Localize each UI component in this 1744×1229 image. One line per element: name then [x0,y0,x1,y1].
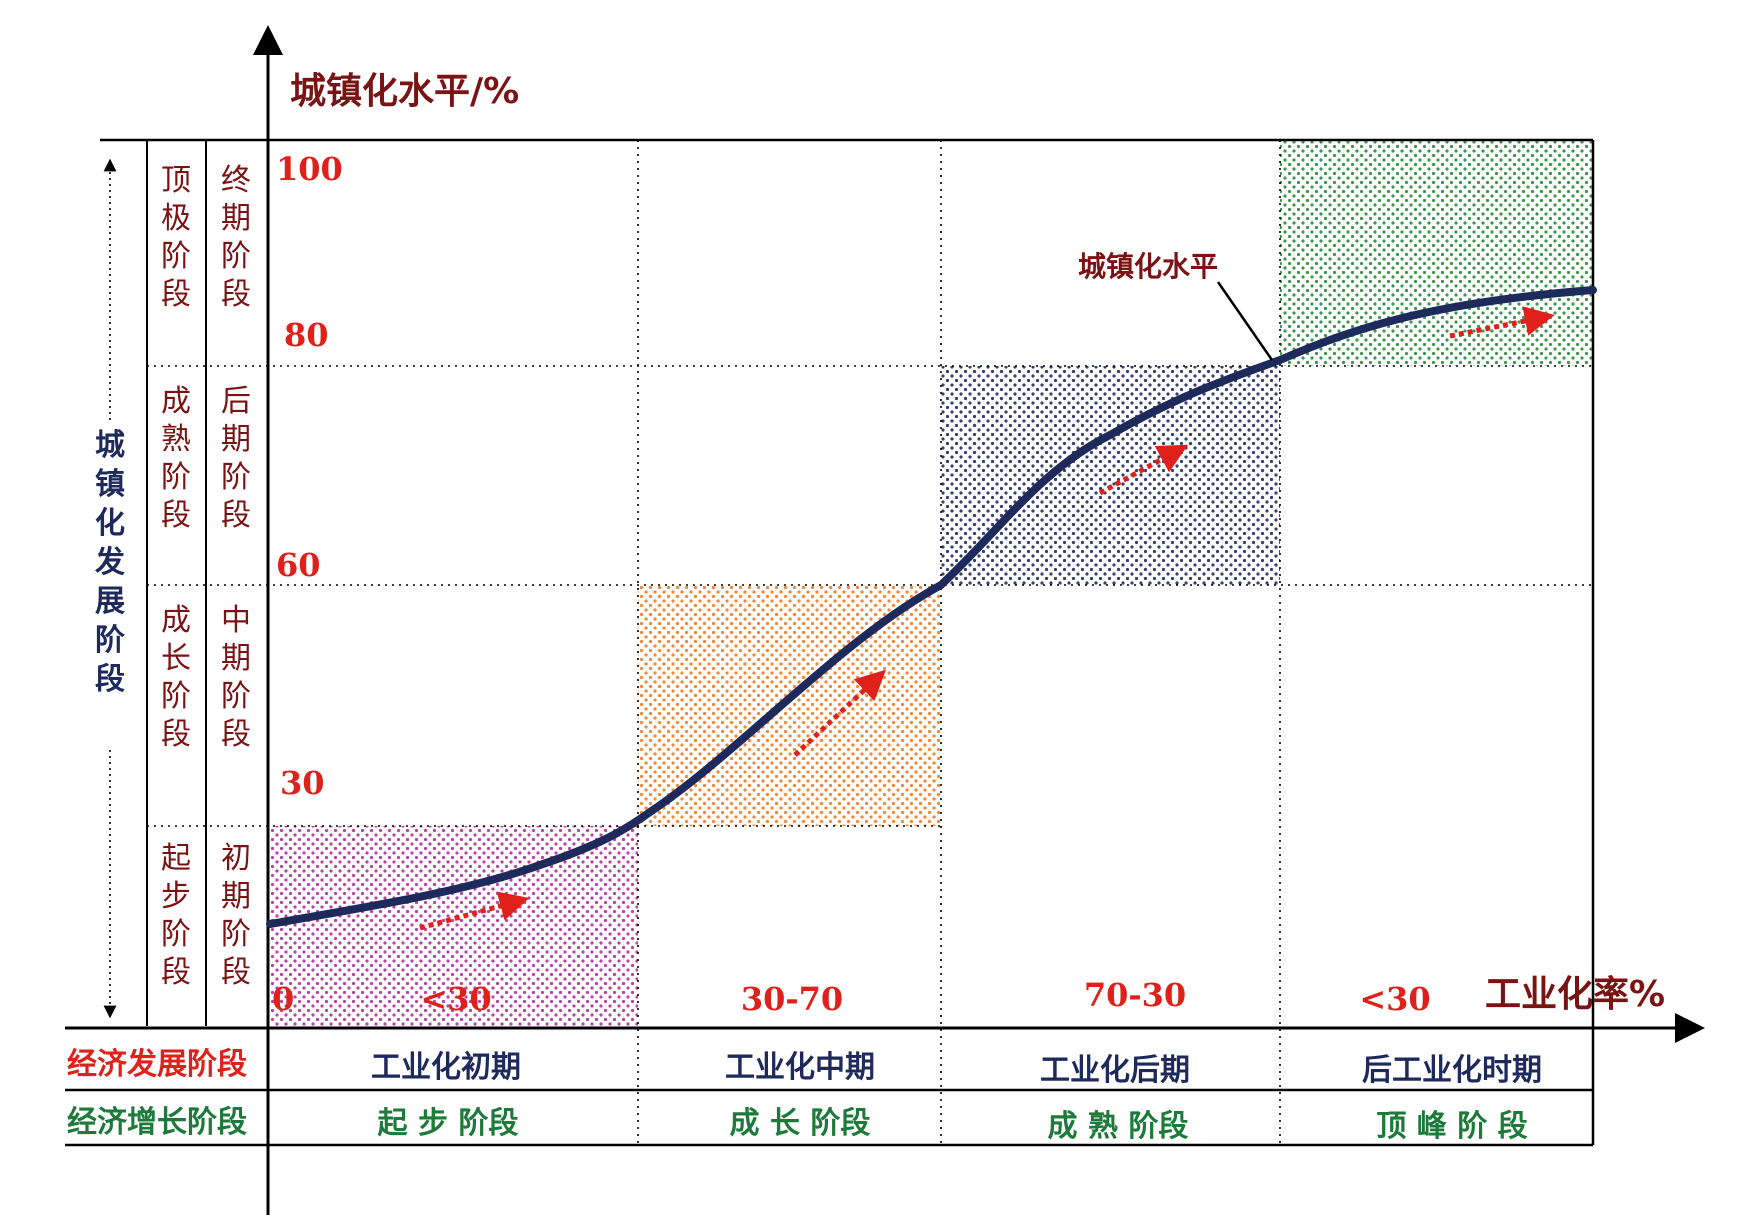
y-axis-title: 城镇化水平/% [290,71,519,112]
left-header-title: 城镇化发展阶段 [94,428,125,697]
row1-cell-3: 工业化后期 [1040,1053,1190,1088]
row1-cell-4: 后工业化时期 [1362,1053,1542,1088]
left-col1-cell-1: 顶极阶段 [161,163,191,312]
y-tick-labels: 0 30 60 80 100 [272,150,343,1018]
row1-cells: 工业化初期 工业化中期 工业化后期 后工业化时期 [371,1050,1542,1088]
left-col2-cell-1: 终期阶段 [221,163,251,312]
row2-cell-4: 顶 峰 阶 段 [1376,1109,1527,1144]
row2-cell-1: 起 步 阶段 [378,1106,519,1141]
y-tick-30: 30 [280,764,325,802]
y-tick-80: 80 [284,316,329,354]
left-col2-cell-2: 后期阶段 [221,384,251,533]
x-category-labels: <30 30-70 70-30 <30 [420,976,1430,1018]
stage1-region [270,826,638,1026]
curve-label-pointer [1216,281,1274,361]
trend-arrow-2 [793,669,886,757]
curve-label: 城镇化水平 [1078,250,1218,283]
left-col1-cell-3: 成长阶段 [161,603,191,752]
left-col1-cell-4: 起步阶段 [161,841,191,990]
x-category-1: <30 [420,980,491,1018]
urbanization-curve [266,286,1597,928]
left-col2-cell-3: 中期阶段 [221,603,251,752]
row2-label: 经济增长阶段 [67,1105,247,1140]
row2-cells: 起 步 阶段 成 长 阶段 成 熟 阶段 顶 峰 阶 段 [378,1106,1528,1144]
stage4-region [1280,140,1593,366]
row1-label: 经济发展阶段 [67,1047,247,1082]
row1-cell-1: 工业化初期 [371,1050,521,1085]
row2-cell-3: 成 熟 阶段 [1048,1109,1189,1144]
left-col1-cell-2: 成熟阶段 [161,384,191,533]
trend-arrow-4 [1449,306,1555,339]
x-category-2: 30-70 [741,980,843,1018]
row2-cell-2: 成 长 阶段 [730,1106,871,1141]
left-title-text: 城镇化发展阶段 [94,428,125,697]
y-tick-0: 0 [272,980,294,1018]
x-axis-title: 工业化率% [1485,974,1665,1015]
trend-arrows [419,306,1555,931]
x-category-3: 70-30 [1084,976,1186,1014]
trend-arrow-1 [419,891,530,931]
y-tick-60: 60 [276,546,321,584]
left-col2-cell-4: 初期阶段 [221,841,251,990]
x-category-4: <30 [1359,980,1430,1018]
y-tick-100: 100 [276,150,343,188]
grid-lines [147,140,1593,1145]
stage3-region [941,366,1280,585]
row1-cell-2: 工业化中期 [725,1050,875,1085]
